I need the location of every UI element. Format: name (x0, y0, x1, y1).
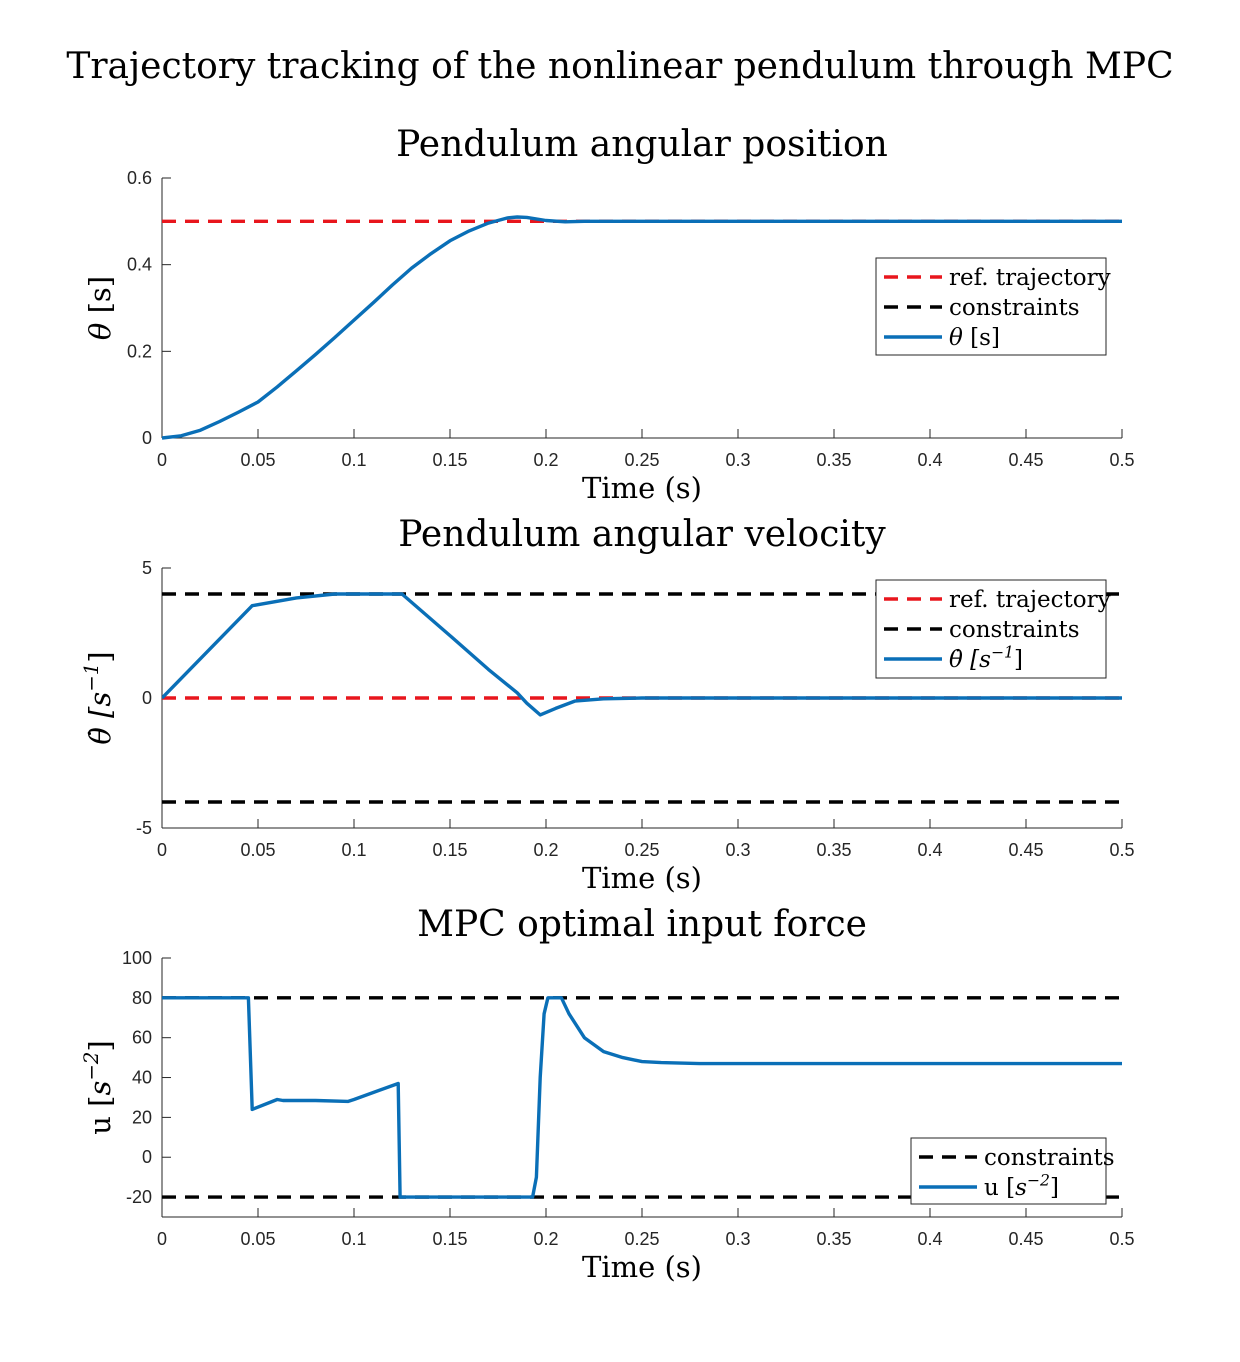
x-tick-label: 0.15 (432, 840, 467, 860)
plot-title: MPC optimal input force (417, 904, 867, 945)
y-tick-label: 80 (132, 988, 152, 1008)
y-tick-label: 40 (132, 1068, 152, 1088)
y-axis-label: u [s−2] (80, 1040, 117, 1134)
x-tick-label: 0.2 (533, 1229, 558, 1249)
y-tick-label: -5 (136, 818, 152, 838)
legend-label: constraints (984, 1145, 1115, 1171)
x-tick-label: 0.25 (624, 450, 659, 470)
y-axis-label: θ [s] (83, 276, 117, 340)
figure-title: Trajectory tracking of the nonlinear pen… (66, 46, 1173, 87)
y-axis-label: θ̇ [s−1] (80, 651, 117, 744)
x-tick-label: 0.45 (1008, 1229, 1043, 1249)
x-axis-label: Time (s) (582, 861, 702, 895)
legend-label: constraints (949, 617, 1080, 643)
x-tick-label: 0.1 (341, 840, 366, 860)
x-axis-label: Time (s) (582, 1250, 702, 1284)
x-tick-label: 0.15 (432, 450, 467, 470)
plot-title: Pendulum angular velocity (398, 514, 886, 555)
x-tick-label: 0.45 (1008, 840, 1043, 860)
legend-box (910, 1137, 1107, 1205)
x-tick-label: 0.35 (816, 1229, 851, 1249)
y-tick-label: 0 (142, 688, 152, 708)
x-tick-label: 0 (157, 840, 167, 860)
x-tick-label: 0.4 (917, 450, 942, 470)
legend-label: u [s−2] (984, 1170, 1059, 1201)
legend-label: constraints (949, 295, 1080, 321)
x-tick-label: 0.2 (533, 840, 558, 860)
x-tick-label: 0.4 (917, 840, 942, 860)
x-axis-label: Time (s) (582, 471, 702, 505)
series-line (162, 996, 1122, 1199)
y-tick-label: 0.4 (127, 255, 152, 275)
y-tick-label: 0.2 (127, 341, 152, 361)
x-tick-label: 0.35 (816, 840, 851, 860)
legend-label: θ̇ [s−1] (949, 642, 1023, 673)
y-tick-label: 5 (142, 558, 152, 578)
plot-title: Pendulum angular position (396, 124, 888, 165)
x-tick-label: 0.05 (240, 450, 275, 470)
x-tick-label: 0.25 (624, 840, 659, 860)
y-tick-label: -20 (126, 1187, 152, 1207)
x-tick-label: 0.2 (533, 450, 558, 470)
x-tick-label: 0.5 (1109, 1229, 1134, 1249)
x-tick-label: 0 (157, 450, 167, 470)
legend-label: θ [s] (949, 325, 1000, 351)
x-tick-label: 0.45 (1008, 450, 1043, 470)
x-tick-label: 0.05 (240, 840, 275, 860)
x-tick-label: 0.1 (341, 450, 366, 470)
x-tick-label: 0.25 (624, 1229, 659, 1249)
x-tick-label: 0.05 (240, 1229, 275, 1249)
legend-label: ref. trajectory (949, 265, 1111, 291)
y-tick-label: 100 (122, 948, 152, 968)
x-tick-label: 0.3 (725, 450, 750, 470)
legend-label: ref. trajectory (949, 587, 1111, 613)
x-tick-label: 0.3 (725, 840, 750, 860)
x-tick-label: 0 (157, 1229, 167, 1249)
x-tick-label: 0.4 (917, 1229, 942, 1249)
x-tick-label: 0.5 (1109, 840, 1134, 860)
y-tick-label: 20 (132, 1107, 152, 1127)
series-line (162, 215, 1122, 440)
angular-velocity-plot: Pendulum angular velocity 0 0.05 0.1 0.15 0.2… (80, 514, 1135, 895)
legend-box (875, 257, 1107, 356)
x-tick-label: 0.3 (725, 1229, 750, 1249)
y-tick-label: 60 (132, 1028, 152, 1048)
x-tick-label: 0.1 (341, 1229, 366, 1249)
y-tick-label: 0.6 (127, 168, 152, 188)
x-tick-label: 0.35 (816, 450, 851, 470)
y-tick-label: 0 (142, 428, 152, 448)
angular-position-plot: Pendulum angular position 0 0.05 0.1 0.15 0.2… (83, 124, 1135, 505)
input-force-plot: MPC optimal input force 0 0.05 0.1 0.15 0.2 0.… (80, 904, 1135, 1284)
x-tick-label: 0.15 (432, 1229, 467, 1249)
series-line (162, 592, 1122, 717)
y-tick-label: 0 (142, 1147, 152, 1167)
legend: ref. trajectory constraints θ [s] (875, 257, 1111, 356)
x-tick-label: 0.5 (1109, 450, 1134, 470)
